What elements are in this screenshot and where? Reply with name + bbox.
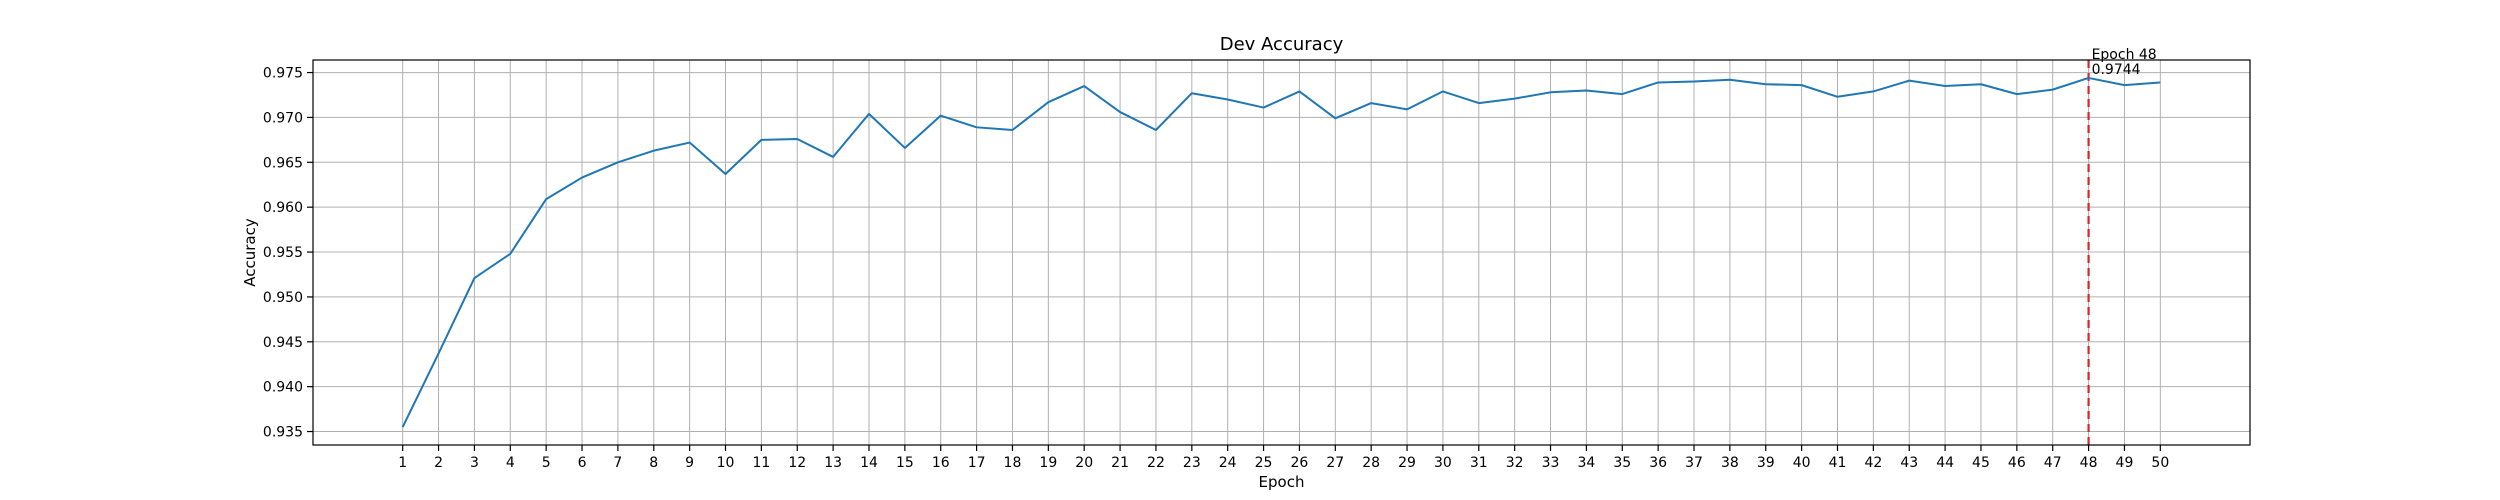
y-tick-label: 0.955 bbox=[263, 245, 303, 261]
x-tick-label: 25 bbox=[1255, 455, 1273, 471]
y-tick-label: 0.950 bbox=[263, 290, 303, 306]
annotation-epoch: Epoch 48 bbox=[2092, 47, 2157, 63]
y-tick-label: 0.965 bbox=[263, 155, 303, 171]
y-axis-ticks: 0.935 0.940 0.945 0.950 0.955 0.960 0.965 0.970… bbox=[263, 66, 313, 441]
x-tick-label: 33 bbox=[1542, 455, 1560, 471]
x-tick-label: 42 bbox=[1864, 455, 1882, 471]
x-tick-label: 24 bbox=[1219, 455, 1237, 471]
x-tick-label: 13 bbox=[824, 455, 842, 471]
x-axis-label: Epoch bbox=[1259, 473, 1305, 491]
grid-layer bbox=[313, 60, 2250, 445]
y-tick-label: 0.960 bbox=[263, 200, 303, 216]
x-tick-label: 45 bbox=[1972, 455, 1990, 471]
x-tick-label: 28 bbox=[1362, 455, 1380, 471]
annotation-value: 0.9744 bbox=[2092, 62, 2141, 78]
x-tick-label: 2 bbox=[434, 455, 443, 471]
x-tick-label: 14 bbox=[860, 455, 878, 471]
x-tick-label: 19 bbox=[1039, 455, 1057, 471]
y-tick-label: 0.975 bbox=[263, 66, 303, 82]
x-tick-label: 35 bbox=[1613, 455, 1631, 471]
x-tick-label: 30 bbox=[1434, 455, 1452, 471]
x-tick-label: 37 bbox=[1685, 455, 1703, 471]
x-tick-label: 23 bbox=[1183, 455, 1201, 471]
x-tick-label: 20 bbox=[1075, 455, 1093, 471]
x-tick-label: 34 bbox=[1577, 455, 1595, 471]
x-tick-label: 6 bbox=[578, 455, 587, 471]
x-tick-label: 44 bbox=[1936, 455, 1954, 471]
x-tick-label: 17 bbox=[968, 455, 986, 471]
x-tick-label: 41 bbox=[1829, 455, 1847, 471]
x-tick-label: 27 bbox=[1326, 455, 1344, 471]
x-tick-label: 39 bbox=[1757, 455, 1775, 471]
x-tick-label: 40 bbox=[1793, 455, 1811, 471]
x-tick-label: 9 bbox=[685, 455, 694, 471]
series-layer bbox=[401, 76, 2161, 428]
x-tick-label: 16 bbox=[932, 455, 950, 471]
x-tick-label: 22 bbox=[1147, 455, 1165, 471]
chart-title: Dev Accuracy bbox=[1220, 34, 1344, 55]
x-axis-ticks: 1 2 3 4 5 6 7 8 9 10 11 12 13 14 15 16 17 18 19 20 21 22 23 24 2… bbox=[398, 445, 2169, 471]
accuracy-series-line bbox=[401, 76, 2161, 428]
x-tick-label: 21 bbox=[1111, 455, 1129, 471]
y-tick-label: 0.940 bbox=[263, 380, 303, 396]
x-tick-label: 8 bbox=[649, 455, 658, 471]
x-tick-label: 11 bbox=[752, 455, 770, 471]
x-tick-label: 31 bbox=[1470, 455, 1488, 471]
x-tick-label: 10 bbox=[717, 455, 735, 471]
x-tick-label: 26 bbox=[1291, 455, 1309, 471]
x-tick-label: 48 bbox=[2080, 455, 2098, 471]
y-tick-label: 0.970 bbox=[263, 110, 303, 126]
x-tick-label: 38 bbox=[1721, 455, 1739, 471]
x-tick-label: 29 bbox=[1398, 455, 1416, 471]
y-tick-label: 0.935 bbox=[263, 425, 303, 441]
x-tick-label: 32 bbox=[1506, 455, 1524, 471]
x-tick-label: 50 bbox=[2151, 455, 2169, 471]
x-tick-label: 46 bbox=[2008, 455, 2026, 471]
x-tick-label: 36 bbox=[1649, 455, 1667, 471]
x-tick-label: 5 bbox=[542, 455, 551, 471]
x-tick-label: 3 bbox=[470, 455, 479, 471]
x-tick-label: 43 bbox=[1900, 455, 1918, 471]
y-axis-label: Accuracy bbox=[241, 218, 259, 287]
y-tick-label: 0.945 bbox=[263, 335, 303, 351]
x-tick-label: 15 bbox=[896, 455, 914, 471]
x-tick-label: 12 bbox=[788, 455, 806, 471]
x-tick-label: 7 bbox=[613, 455, 622, 471]
x-tick-label: 47 bbox=[2044, 455, 2062, 471]
x-tick-label: 49 bbox=[2116, 455, 2134, 471]
x-tick-label: 1 bbox=[398, 455, 407, 471]
x-tick-label: 4 bbox=[506, 455, 515, 471]
x-tick-label: 18 bbox=[1004, 455, 1022, 471]
